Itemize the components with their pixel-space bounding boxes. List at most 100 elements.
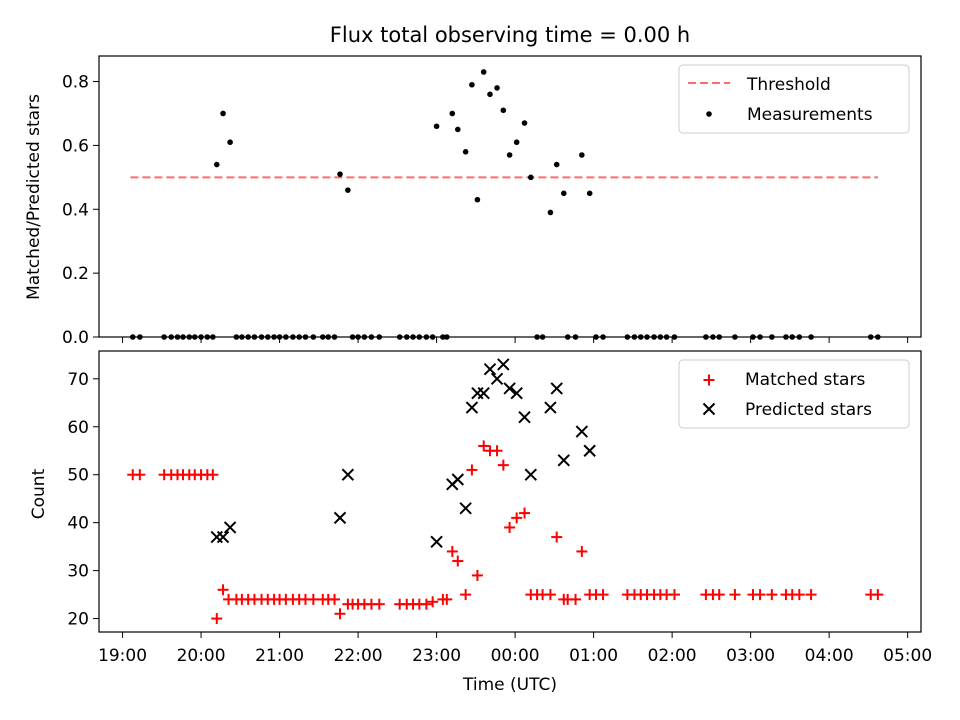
- matched-stars-point: [373, 598, 385, 610]
- measurement-point: [454, 126, 461, 133]
- measurement-point: [325, 334, 332, 340]
- measurement-point: [423, 334, 430, 340]
- measurement-point: [290, 334, 296, 340]
- measurement-point: [310, 334, 317, 340]
- x-tick-label: 23:00: [412, 646, 461, 666]
- y-tick-label: 50: [67, 466, 89, 486]
- measurement-point: [539, 334, 546, 340]
- x-tick-label: 03:00: [726, 646, 775, 666]
- top-y-ticks: 0.0 0.2 0.4 0.6 0.8: [62, 73, 99, 348]
- measurement-point: [521, 120, 528, 126]
- predicted-stars-point: [341, 468, 355, 481]
- measurement-point: [191, 334, 198, 340]
- matched-stars-point: [713, 589, 725, 601]
- legend-predicted-label: Predicted stars: [745, 400, 872, 420]
- x-tick-label: 20:00: [177, 646, 226, 666]
- predicted-stars-point: [550, 382, 563, 395]
- legend-threshold-label: Threshold: [746, 75, 831, 95]
- matched-stars-point: [307, 593, 319, 605]
- measurement-point: [663, 334, 670, 340]
- matched-stars-point: [441, 593, 453, 605]
- matched-stars-point: [570, 593, 582, 605]
- matched-stars-point: [576, 545, 588, 557]
- top-plot-area: [129, 69, 881, 340]
- measurement-point: [349, 334, 356, 340]
- bottom-legend: Matched stars Predicted stars: [678, 359, 910, 429]
- matched-stars-point: [334, 608, 346, 620]
- measurement-point: [644, 334, 650, 340]
- bottom-y-ticks: 20 30 40 50 60 70: [67, 370, 99, 630]
- matched-stars-point: [452, 555, 464, 567]
- measurement-point: [586, 190, 593, 197]
- predicted-stars-point: [524, 468, 538, 481]
- legend-predicted-swatch: [702, 402, 716, 416]
- top-legend: Threshold Measurements: [678, 64, 910, 134]
- matched-stars-point: [497, 459, 509, 471]
- y-tick-label: 0.2: [62, 264, 89, 284]
- x-tick-label: 01:00: [569, 646, 618, 666]
- measurement-point: [210, 334, 216, 340]
- matched-stars-point: [134, 469, 146, 481]
- measurement-point: [631, 334, 638, 340]
- measurement-point: [600, 334, 606, 340]
- measurement-point: [271, 334, 277, 340]
- measurement-point: [703, 334, 709, 340]
- measurement-point: [572, 334, 579, 340]
- matched-stars-point: [217, 584, 229, 596]
- measurement-point: [345, 187, 351, 193]
- measurement-point: [769, 334, 775, 340]
- measurement-point: [560, 190, 567, 197]
- measurement-point: [506, 152, 513, 158]
- x-tick-label: 05:00: [883, 646, 932, 666]
- measurement-point: [875, 334, 881, 340]
- predicted-stars-point: [459, 502, 472, 515]
- measurement-point: [319, 334, 326, 340]
- measurement-point: [579, 152, 585, 158]
- measurement-point: [487, 91, 493, 98]
- measurement-point: [651, 334, 657, 340]
- matched-stars-point: [460, 589, 472, 601]
- matched-stars-point: [754, 589, 766, 601]
- y-tick-label: 0.4: [62, 200, 89, 220]
- predicted-stars-point: [216, 530, 230, 544]
- matched-stars-point: [597, 589, 609, 601]
- measurement-point: [368, 334, 375, 340]
- measurement-point: [808, 334, 814, 340]
- measurement-point: [302, 334, 309, 340]
- y-tick-label: 30: [67, 562, 89, 582]
- measurement-point: [750, 334, 756, 340]
- predicted-stars-point: [465, 401, 479, 414]
- predicted-stars-point: [430, 535, 443, 549]
- measurement-point: [129, 334, 136, 340]
- top-y-axis-label: Matched/Predicted stars: [24, 94, 44, 300]
- measurement-point: [789, 334, 796, 340]
- bottom-y-axis-label: Count: [29, 468, 49, 519]
- matched-stars-point: [211, 613, 223, 625]
- matched-stars-point: [519, 507, 531, 519]
- measurement-point: [403, 334, 410, 340]
- measurement-point: [361, 334, 368, 340]
- x-tick-label: 19:00: [98, 646, 147, 666]
- matched-stars-point: [729, 589, 741, 601]
- measurement-point: [757, 334, 763, 340]
- predicted-stars-point: [575, 425, 589, 438]
- measurement-point: [220, 110, 226, 117]
- measurement-point: [534, 334, 540, 340]
- x-tick-label: 02:00: [648, 646, 697, 666]
- measurement-point: [227, 139, 233, 146]
- predicted-stars-point: [471, 386, 484, 400]
- measurement-point: [213, 161, 220, 168]
- legend-measurements-label: Measurements: [747, 105, 873, 125]
- predicted-stars-point: [503, 382, 516, 395]
- bottom-x-ticks: 19:00 20:00 21:00 22:00 23:00 00:00 01:00 02:00…: [98, 632, 932, 666]
- measurement-point: [637, 334, 644, 340]
- matched-stars-point: [466, 464, 478, 476]
- predicted-stars-point: [477, 386, 490, 400]
- measurement-point: [796, 334, 803, 340]
- measurement-point: [494, 85, 500, 91]
- predicted-stars-point: [333, 511, 347, 525]
- predicted-stars-point: [490, 372, 504, 386]
- measurement-point: [624, 334, 631, 340]
- predicted-stars-point: [210, 530, 223, 544]
- measurement-point: [440, 334, 446, 340]
